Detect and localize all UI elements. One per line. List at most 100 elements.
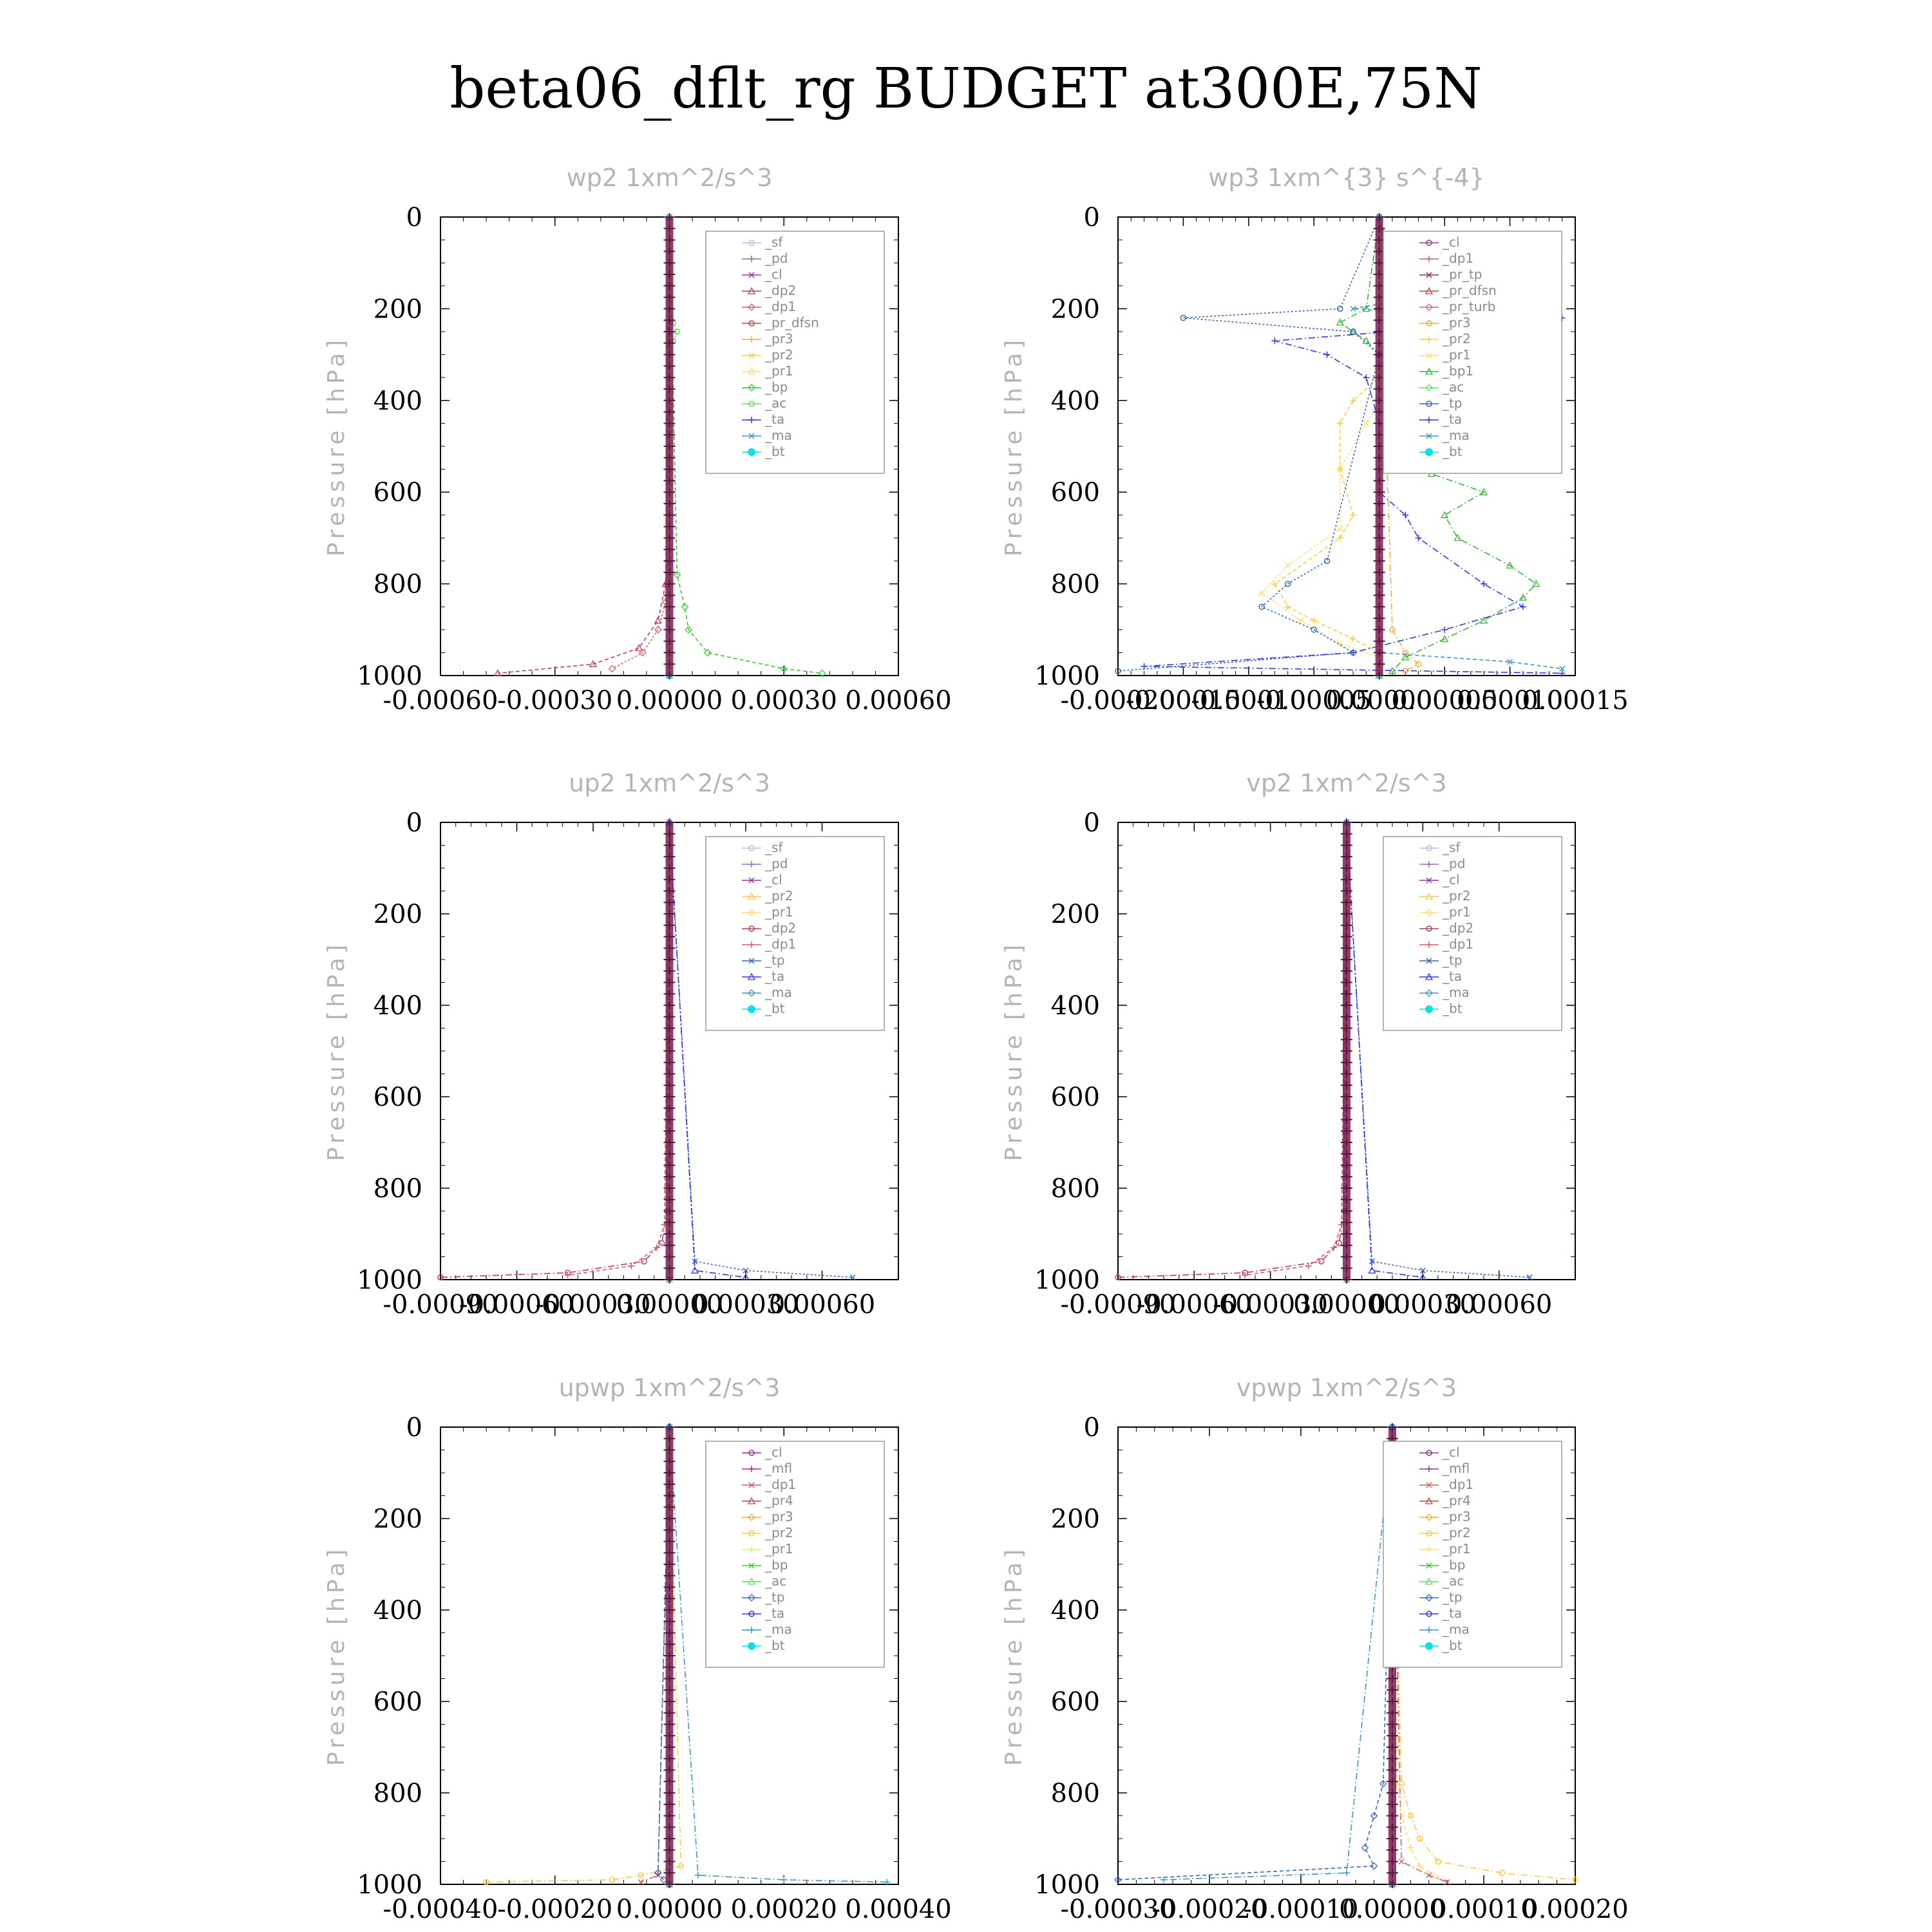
data-point (1425, 1594, 1433, 1602)
zero-marker (663, 944, 676, 952)
zero-marker (663, 1823, 676, 1832)
data-point (1425, 972, 1434, 980)
x-tick-label: -0.00020 (1061, 686, 1176, 715)
zero-marker (663, 1857, 676, 1866)
data-point (1425, 989, 1433, 997)
x-tick-label: -0.00015 (1126, 686, 1241, 715)
x-tick-label: -0.00020 (497, 1895, 612, 1924)
data-point (1114, 1875, 1122, 1884)
legend-marker (1425, 1642, 1433, 1650)
zero-marker (1341, 967, 1352, 975)
legend-label: _pr2 (1442, 331, 1471, 346)
data-point (1426, 1530, 1432, 1537)
zero-marker (663, 1526, 676, 1534)
data-point (1336, 420, 1343, 427)
legend-label: _pr1 (1442, 904, 1471, 920)
zero-marker (663, 1663, 676, 1671)
zero-marker (663, 305, 676, 313)
zero-marker (1341, 841, 1352, 849)
data-point (1526, 1274, 1533, 1280)
zero-marker (1341, 875, 1352, 884)
zero-marker (1387, 1846, 1398, 1854)
y-tick-label: 600 (1051, 1687, 1100, 1717)
zero-marker (1387, 1869, 1398, 1877)
data-point (1350, 511, 1357, 518)
legend-label: _dp1 (764, 1477, 796, 1492)
zero-marker (1341, 1253, 1352, 1261)
legend-label: _ta (1442, 1605, 1462, 1621)
data-point (1141, 663, 1148, 670)
x-tick-label: 0.00000 (616, 1290, 723, 1320)
series-tp (1114, 1423, 1396, 1884)
zero-marker (1341, 910, 1352, 918)
legend-label: _pr2 (1442, 1525, 1471, 1540)
y-tick-label: 200 (1051, 294, 1100, 324)
series-line (1117, 822, 1347, 1278)
zero-marker (663, 1537, 676, 1546)
legend-label: _dp2 (764, 283, 796, 298)
chart-panel: up2 1xm^2/s^3 Pressure [hPa] 0 200 400 600 800… (323, 769, 899, 1320)
data-point (1298, 618, 1304, 624)
legend-label: _ac (1442, 379, 1464, 395)
legend-label: _cl (1442, 872, 1460, 887)
y-tick-label: 400 (1051, 386, 1100, 416)
zero-marker (663, 1606, 676, 1614)
zero-marker (1373, 591, 1385, 600)
data-point (1426, 1482, 1432, 1488)
zero-marker (663, 442, 676, 450)
legend-label: _dp1 (1442, 1477, 1473, 1492)
series-pr2 (483, 1424, 685, 1886)
series-dp2 (493, 213, 674, 677)
legend-label: _ta (764, 412, 784, 427)
zero-marker (1341, 1207, 1352, 1215)
y-tick-label: 800 (374, 570, 422, 600)
data-point (1454, 534, 1462, 542)
x-tick-label: 0.00010 (1430, 1895, 1537, 1924)
legend-label: _pr3 (1442, 1509, 1471, 1524)
zero-marker (1341, 1195, 1352, 1204)
zero-marker (1341, 1127, 1352, 1135)
legend-box (705, 836, 885, 1031)
data-point (1519, 593, 1527, 601)
data-point (653, 1244, 660, 1251)
data-point (1285, 562, 1291, 569)
x-tick-label: -0.00030 (1061, 1895, 1176, 1924)
zero-marker (1373, 603, 1385, 611)
zero-marker (663, 1617, 676, 1625)
y-tick-label: 1000 (1034, 1870, 1100, 1900)
zero-marker (663, 419, 676, 428)
zero-marker (663, 568, 676, 576)
data-point (748, 1466, 755, 1472)
data-point (747, 892, 756, 900)
zero-marker (663, 339, 676, 347)
data-point (493, 669, 502, 677)
series-dp1 (564, 819, 673, 1278)
y-tick-label: 600 (1051, 1083, 1100, 1112)
data-point (1425, 1497, 1434, 1504)
y-tick-label: 600 (374, 1687, 422, 1717)
zero-marker (663, 625, 676, 634)
legend-label: _sf (764, 234, 783, 250)
data-point (748, 256, 755, 262)
data-point (658, 1240, 665, 1246)
zero-marker (1341, 1218, 1352, 1227)
zero-marker (1341, 1150, 1352, 1158)
data-point (641, 1258, 647, 1265)
data-point (1558, 670, 1566, 677)
zero-marker (663, 672, 676, 679)
zero-marker (663, 853, 676, 861)
legend-label: _sf (764, 840, 783, 855)
data-point (1180, 314, 1187, 321)
data-point (692, 1258, 698, 1265)
x-tick-label: 0.00060 (845, 686, 951, 715)
zero-marker (1373, 649, 1385, 657)
zero-marker (1341, 1081, 1352, 1090)
data-point (1398, 1812, 1405, 1819)
zero-marker (663, 1560, 676, 1568)
data-point (1370, 1812, 1378, 1820)
legend-label: _pr2 (764, 347, 793, 363)
legend-label: _bt (764, 1638, 785, 1653)
data-point (1242, 1271, 1249, 1278)
zero-marker (663, 1571, 676, 1580)
series-tp (1115, 214, 1383, 674)
